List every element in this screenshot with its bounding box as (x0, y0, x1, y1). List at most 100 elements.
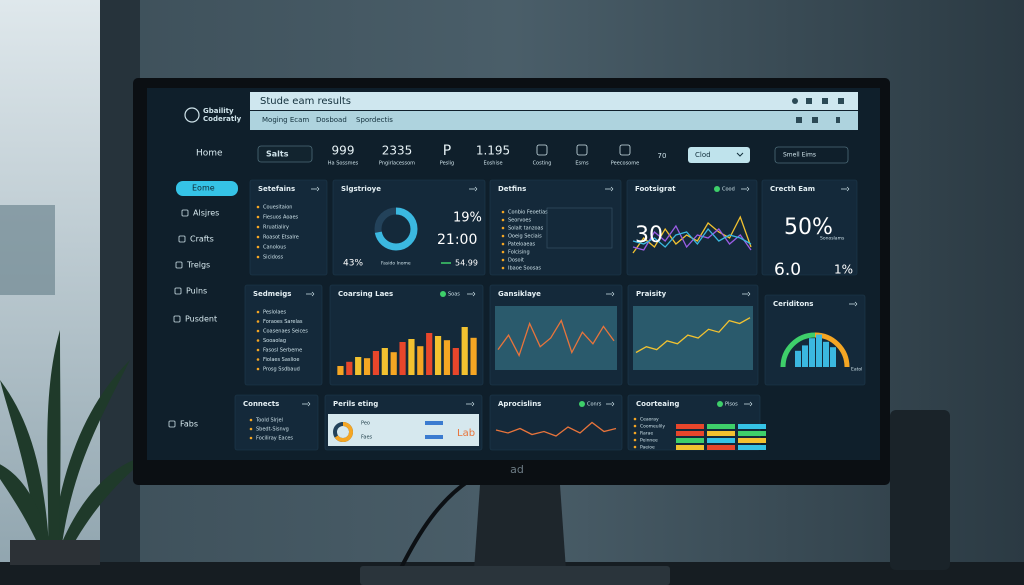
bar (381, 348, 388, 375)
bullet (256, 329, 260, 333)
speaker (890, 410, 950, 570)
list-item: Peo (361, 421, 370, 427)
button-label[interactable]: Salts (266, 150, 289, 159)
status-cell (738, 424, 766, 429)
window-shade (0, 205, 55, 295)
lab-label: Lab (457, 428, 475, 439)
panel-title: Sedmeigs (253, 290, 291, 298)
bullet (633, 431, 637, 435)
list-item: Couesitaion (263, 205, 292, 211)
sidebar-item[interactable]: Alsjres (193, 209, 219, 218)
list-item: Sbedt-Sisnvg (256, 427, 289, 433)
panel-arrows (606, 401, 615, 407)
sidebar-item[interactable]: Trelgs (186, 261, 210, 270)
panel-title: Footsigrat (635, 185, 676, 193)
bullet (256, 348, 260, 352)
monitor-stand (474, 485, 566, 570)
panel (234, 394, 319, 451)
panel-title: Gansiklaye (498, 290, 541, 298)
status-cell (707, 431, 735, 436)
donut-arc (333, 422, 353, 442)
bar (337, 366, 344, 375)
list-item: Ibaoe Soosas (508, 266, 541, 272)
toolbar-icon[interactable] (576, 144, 588, 156)
monitor-base (360, 566, 670, 585)
panel-title: Detfins (498, 185, 526, 193)
bar (372, 351, 380, 375)
line (632, 227, 752, 248)
bullet (256, 255, 260, 259)
sidebar-icon (168, 420, 176, 428)
search[interactable] (774, 146, 849, 164)
panel-title: Coorteaing (636, 400, 679, 408)
tab[interactable]: Spordectis (356, 116, 393, 124)
list-item: Fociliray Eaces (256, 436, 293, 442)
list-item: Folcising (508, 250, 530, 256)
bar (355, 357, 362, 375)
bullet (501, 242, 505, 246)
bar (795, 350, 801, 367)
panel (761, 179, 858, 276)
search-label[interactable]: Smell Eims (783, 152, 816, 159)
badge: Plsos (725, 402, 738, 408)
stat: 43% (343, 259, 363, 269)
dropdown[interactable] (688, 147, 750, 163)
bullet (501, 210, 505, 214)
tab[interactable]: Moging Ecam (262, 116, 309, 124)
panel-title: Crecth Eam (770, 185, 815, 193)
bar (443, 340, 451, 375)
caption: Sonoslams (820, 236, 845, 242)
bar (434, 336, 442, 375)
button[interactable] (257, 145, 313, 163)
list-item: Coomeulily (640, 424, 665, 430)
sidebar-item[interactable]: Pusdent (185, 315, 217, 324)
sidebar-icon (175, 261, 183, 269)
dropdown-label[interactable]: Clod (695, 151, 711, 159)
bullet (501, 258, 505, 262)
bar (809, 338, 815, 367)
list-item: Dosoit (508, 258, 524, 264)
bar (426, 333, 433, 375)
bar (399, 342, 406, 375)
list-item: Sicidoss (263, 255, 284, 261)
panel (329, 284, 484, 386)
stat: 6.0 (774, 260, 801, 280)
list-item: Prosg Ssdbaud (263, 367, 300, 373)
list-item: Seorvoes (508, 218, 531, 224)
sidebar-item[interactable]: Pulns (186, 287, 207, 296)
inner-box (546, 207, 613, 249)
toolbar-icon[interactable] (619, 144, 631, 156)
bullet (501, 266, 505, 270)
bullet (256, 320, 260, 323)
panel-arrows (742, 291, 751, 297)
list-item: Fiesuos Aoaes (263, 215, 299, 221)
logo-text: Gbaility (203, 107, 234, 115)
stat-label: Eoshise (483, 161, 502, 167)
panel (244, 284, 323, 386)
bullet (256, 358, 260, 361)
badge-dot (579, 401, 585, 407)
panel (626, 179, 758, 276)
status-cell (676, 438, 704, 443)
sidebar-icon (178, 235, 186, 243)
stat-label: Pngirlacessom (379, 161, 415, 167)
list-item: Foraoes Sarelas (263, 319, 303, 325)
bullet (501, 250, 505, 254)
sidebar-item[interactable]: Crafts (190, 235, 214, 244)
sidebar-item[interactable]: Eome (192, 184, 215, 193)
tab[interactable]: Dosboad (316, 116, 347, 124)
status-cell (738, 445, 766, 450)
bullet (501, 218, 505, 222)
badge: Cood (722, 187, 735, 193)
panel-arrows (469, 186, 478, 192)
window-title: Stude eam results (260, 96, 351, 107)
list-item: Rarae (640, 431, 653, 437)
sidebar-item[interactable]: Home (196, 149, 223, 159)
mini-bar (425, 435, 443, 439)
bullet (633, 424, 637, 428)
toolbar-icon[interactable] (536, 144, 548, 156)
bullet (633, 445, 637, 449)
bullet (256, 245, 260, 249)
sidebar-item[interactable]: Fabs (180, 420, 198, 429)
